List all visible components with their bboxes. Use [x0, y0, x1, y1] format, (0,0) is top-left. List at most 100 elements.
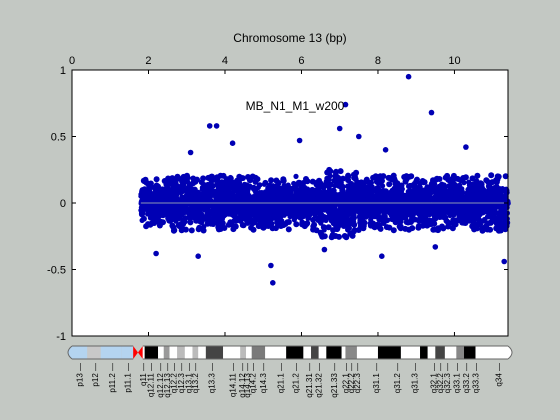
data-point	[143, 223, 150, 230]
data-point	[375, 180, 382, 187]
data-point	[443, 190, 450, 197]
data-point	[486, 183, 493, 190]
ideogram-band-label: q33.2 —	[462, 363, 471, 393]
data-point	[142, 196, 149, 203]
data-point	[327, 168, 334, 175]
ideogram-band-label: q21.2 —	[292, 363, 301, 393]
data-point	[217, 226, 224, 232]
data-point	[273, 187, 280, 194]
data-point	[225, 221, 232, 228]
data-point	[440, 225, 447, 232]
data-point	[301, 184, 308, 191]
data-point	[494, 173, 501, 180]
data-point	[487, 205, 494, 212]
data-point	[166, 216, 173, 223]
data-point	[169, 181, 176, 188]
data-point	[199, 215, 206, 222]
ideogram-band-label: q22.3 —	[353, 363, 362, 393]
ideogram-band-label: q22.1 —	[341, 363, 350, 393]
data-point	[475, 220, 482, 227]
data-point	[265, 202, 272, 209]
data-point	[219, 220, 226, 227]
data-point	[482, 223, 489, 230]
data-point	[363, 178, 370, 185]
data-point	[425, 204, 432, 211]
data-point	[475, 213, 482, 220]
data-point	[249, 211, 256, 218]
data-point	[457, 177, 464, 184]
chromosome-ideogram	[67, 345, 513, 360]
ideogram-band	[177, 346, 185, 359]
data-point	[493, 225, 500, 232]
ideogram-band-label: q11 —	[139, 363, 148, 386]
data-point	[336, 233, 342, 240]
ideogram-band	[444, 346, 457, 359]
data-point	[230, 210, 237, 217]
data-point	[295, 179, 302, 186]
data-point	[366, 213, 372, 219]
data-point	[243, 182, 250, 189]
data-point	[317, 229, 324, 236]
data-point	[142, 176, 149, 183]
outlier-point	[213, 123, 220, 129]
ideogram-band	[169, 346, 178, 359]
data-point	[213, 213, 220, 220]
data-point	[318, 183, 325, 190]
ideogram-band	[420, 346, 428, 359]
data-point	[243, 190, 250, 197]
x-tick-label: 4	[222, 55, 228, 67]
ideogram-band	[158, 346, 164, 359]
data-point	[171, 227, 178, 234]
data-point	[177, 197, 184, 204]
data-point	[322, 201, 329, 208]
ideogram-band	[121, 346, 134, 359]
ideogram-band-label: q21.33 —	[330, 363, 339, 398]
data-point	[147, 205, 154, 212]
data-point	[184, 172, 190, 179]
data-point	[275, 200, 282, 207]
data-point	[383, 224, 390, 231]
data-point	[191, 186, 198, 193]
centromere-q	[137, 346, 143, 359]
data-point	[370, 174, 377, 181]
ideogram-band	[72, 346, 88, 359]
data-point	[190, 205, 196, 212]
data-point	[377, 225, 384, 232]
data-point	[345, 173, 352, 180]
data-point	[165, 175, 172, 182]
data-point	[155, 194, 162, 201]
ideogram-band-label: q12.11 —	[146, 363, 155, 397]
data-point	[475, 204, 482, 211]
ideogram-band-label: q32.2 —	[436, 363, 445, 393]
data-point	[368, 179, 374, 186]
data-point	[502, 173, 509, 180]
ideogram-band-label: q12.13 —	[163, 363, 172, 398]
data-point	[415, 210, 421, 216]
centromere-p	[133, 346, 138, 359]
data-point	[156, 222, 163, 229]
data-point	[339, 187, 346, 194]
ideogram-band	[427, 346, 436, 359]
data-point	[321, 206, 328, 213]
ideogram-band	[265, 346, 287, 359]
ideogram-band	[192, 346, 199, 359]
y-tick-label: -0.5	[47, 265, 66, 277]
data-point	[455, 217, 462, 224]
data-point	[402, 178, 409, 185]
data-point	[293, 189, 300, 196]
data-point	[153, 176, 160, 183]
data-point	[436, 191, 442, 197]
data-point	[497, 197, 504, 204]
ideogram-band-label: q31.1 —	[372, 363, 381, 393]
data-point	[489, 179, 496, 186]
data-point	[182, 215, 188, 222]
data-point	[382, 203, 389, 210]
data-point	[489, 200, 496, 207]
data-point	[286, 193, 293, 200]
data-point	[285, 226, 292, 233]
x-tick-label: 0	[69, 55, 75, 67]
ideogram-band	[87, 346, 101, 359]
data-point	[280, 200, 287, 207]
ideogram-band-label: q21.31 —	[305, 363, 314, 398]
